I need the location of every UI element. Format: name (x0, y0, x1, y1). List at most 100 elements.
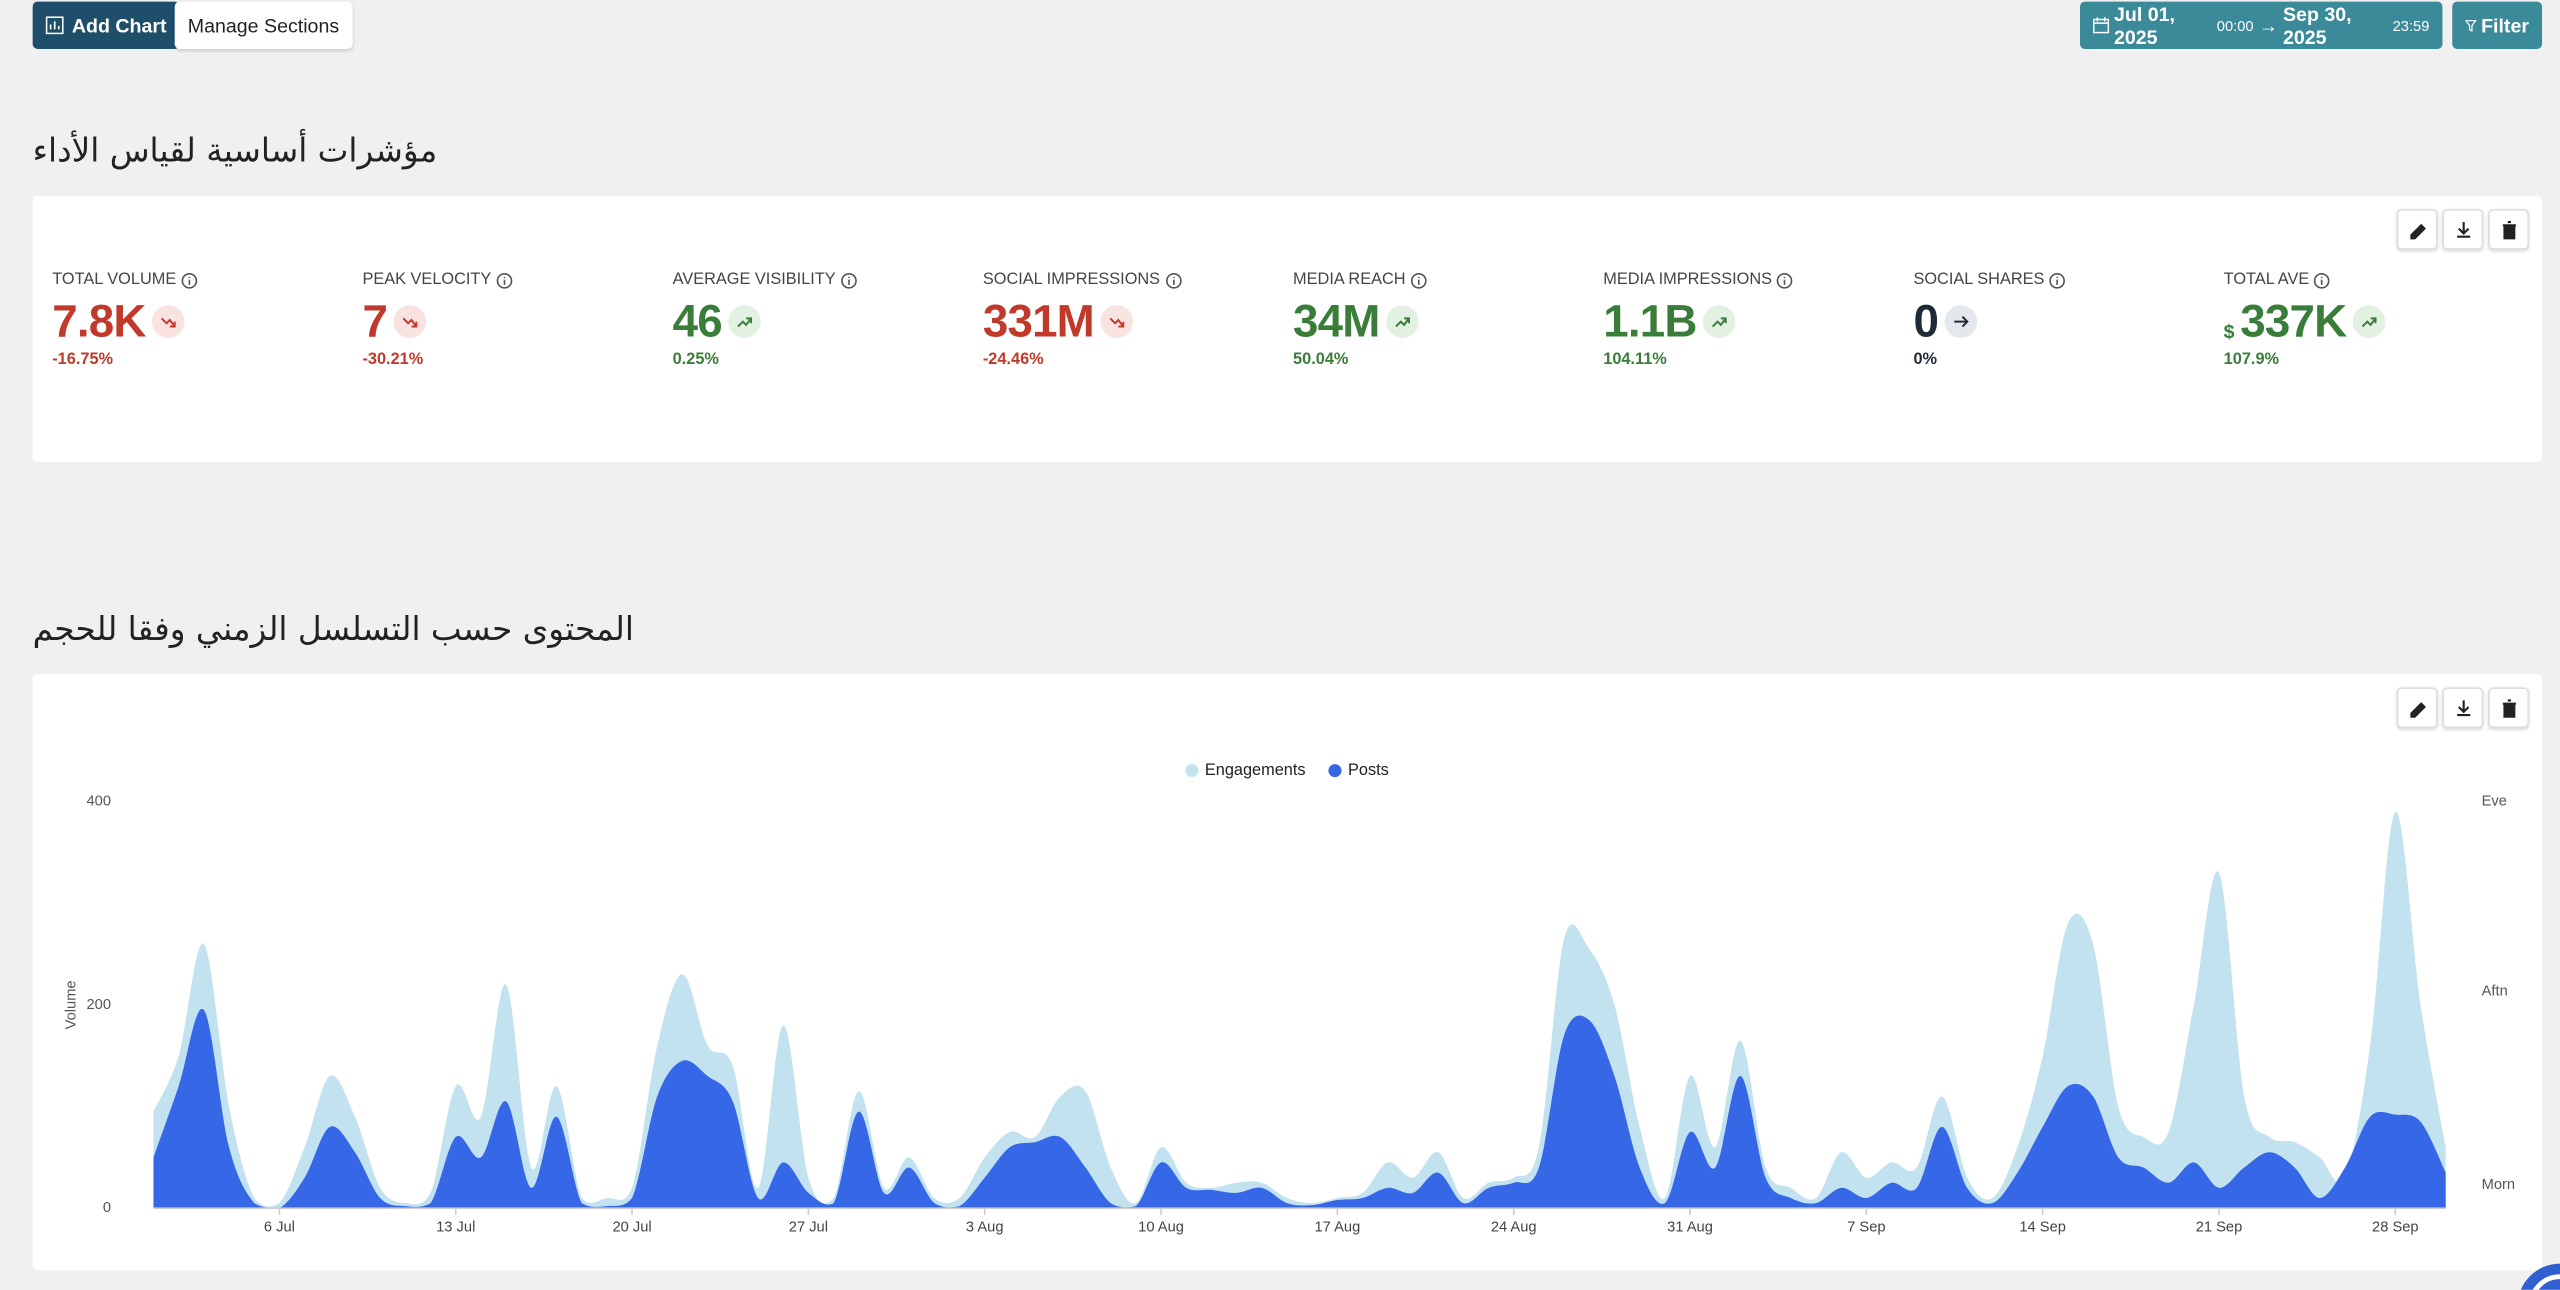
kpi: AVERAGE VISIBILITY 46 0.25% (673, 271, 983, 369)
edit-icon (2409, 701, 2426, 717)
ring (2314, 272, 2331, 288)
edit-button[interactable] (2396, 208, 2438, 250)
y-tick-label: 400 (87, 794, 112, 810)
x-tick-label: 24 Aug (1491, 1220, 1537, 1236)
info-icon (1777, 272, 1793, 288)
glyph (2361, 317, 2377, 328)
kpi-value: 1.1B (1603, 295, 1697, 347)
glyph (1954, 316, 1969, 328)
kpi: SOCIAL IMPRESSIONS 331M -24.46% (983, 271, 1293, 369)
kpi-change: 107.9% (2223, 351, 2280, 369)
kpi-value-row: 34M (1293, 296, 1603, 348)
kpi: TOTAL VOLUME 7.8K -16.75% (52, 271, 362, 369)
del-button[interactable] (2488, 208, 2529, 250)
kpi-label: TOTAL AVE (2223, 271, 2310, 289)
kpi-label: TOTAL VOLUME (52, 271, 177, 289)
legend-label: Posts (1348, 761, 1389, 779)
download-button[interactable] (2442, 208, 2484, 250)
legend-swatch (1328, 764, 1342, 778)
del-button[interactable] (2488, 687, 2529, 729)
kpi-value: 0 (1913, 295, 1939, 347)
kpi-label-row: MEDIA IMPRESSIONS (1603, 271, 1913, 289)
y2-tick-label: Eve (2482, 794, 2507, 810)
trend-glyph (1954, 316, 1969, 328)
chart-icon (45, 16, 64, 35)
date-from: Jul 01, 2025 (2113, 2, 2175, 49)
arrow: → (2258, 13, 2279, 37)
date-range-button[interactable]: Jul 01, 2025 00:00 → Sep 30, 2025 23:59 (2080, 1, 2443, 49)
trend-icon (728, 305, 762, 338)
date-to: Sep 30, 2025 (2282, 2, 2352, 49)
trend-glyph (1712, 317, 1727, 328)
trend-icon (1703, 305, 1736, 338)
x-tick-label: 20 Jul (612, 1220, 651, 1236)
ring (496, 272, 513, 288)
add-chart-button[interactable]: Add Chart (32, 1, 180, 49)
del-icon (2502, 698, 2516, 717)
info-icon (2049, 272, 2066, 288)
glyph (402, 317, 418, 328)
legend-label: Engagements (1205, 761, 1306, 779)
edit-button[interactable] (2396, 687, 2438, 729)
kpi-value: 46 (672, 295, 723, 347)
filter-icon (2465, 19, 2477, 32)
y2-tick-label: Aftn (2482, 984, 2508, 1000)
ring (840, 272, 857, 288)
glyph (161, 317, 176, 328)
kpi-label-row: TOTAL VOLUME (52, 271, 362, 289)
y2-tick-label: Morn (2482, 1177, 2515, 1193)
glyph (1395, 317, 1410, 328)
x-tick-label: 17 Aug (1315, 1220, 1361, 1236)
x-tick-label: 10 Aug (1138, 1220, 1184, 1236)
kpi-label-row: PEAK VELOCITY (362, 271, 672, 289)
y-axis-label: Volume (64, 980, 80, 1029)
kpi-value-row: 7.8K (52, 296, 362, 348)
glyph (2502, 698, 2516, 717)
ring (1165, 272, 1181, 288)
glyph (1109, 317, 1125, 328)
y-tick-label: 200 (87, 997, 112, 1013)
legend-swatch (1185, 764, 1199, 778)
info-icon (1165, 272, 1181, 288)
label: Filter (2481, 13, 2529, 37)
ring (2049, 272, 2066, 288)
download-icon (2456, 699, 2470, 716)
x-tick-label: 28 Sep (2372, 1220, 2419, 1236)
kpi-change: -16.75% (52, 351, 114, 369)
glyph (2456, 221, 2470, 237)
download-button[interactable] (2442, 687, 2484, 729)
card-tools (2396, 208, 2529, 250)
kpi-value-row: 1.1B (1603, 296, 1913, 348)
trend-icon (1386, 305, 1419, 338)
kpi-value-row: 331M (983, 296, 1293, 348)
ring (1777, 272, 1793, 288)
kpi-label: AVERAGE VISIBILITY (672, 271, 836, 289)
manage-sections-button[interactable]: Manage Sections (174, 1, 353, 49)
kpi-value: 7.8K (52, 295, 146, 347)
kpi-value-row: 7 (362, 296, 672, 348)
x-tick-label: 14 Sep (2019, 1220, 2066, 1236)
x-tick-label: 21 Sep (2196, 1220, 2243, 1236)
trend-icon (1944, 305, 1978, 338)
trend-icon (2352, 305, 2386, 338)
kpi-change: 104.11% (1603, 351, 1667, 369)
trend-glyph (161, 317, 176, 328)
info-icon (840, 272, 857, 288)
kpi-value-row: 46 (673, 296, 983, 348)
glyph (2456, 699, 2470, 716)
trend-glyph (1395, 317, 1410, 328)
filter-button[interactable]: Filter (2452, 1, 2543, 49)
kpi-value: 337K (2240, 295, 2347, 347)
kpi-change: -24.46% (982, 351, 1044, 369)
y-tick-label: 0 (103, 1200, 111, 1216)
kpi-change: 0% (1913, 351, 1938, 369)
info-icon (181, 272, 198, 288)
chat-widget[interactable] (2511, 1257, 2560, 1290)
kpi: SOCIAL SHARES 0 0% (1913, 271, 2223, 369)
kpi-label: SOCIAL IMPRESSIONS (982, 271, 1161, 289)
info-icon (496, 272, 513, 288)
section-title: المحتوى حسب التسلسل الزمني وفقا للحجم (32, 608, 634, 649)
x-tick-label: 13 Jul (436, 1220, 475, 1236)
time-to: 23:59 (2392, 17, 2430, 34)
